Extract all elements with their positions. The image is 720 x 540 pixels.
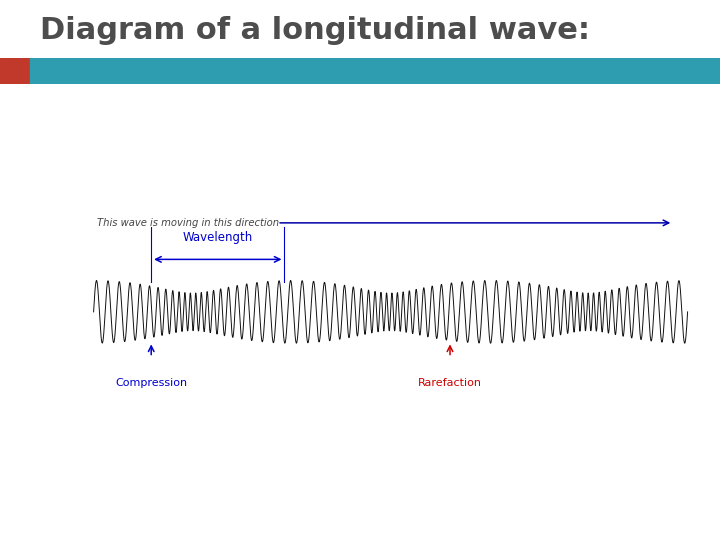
- Text: Rarefaction: Rarefaction: [418, 378, 482, 388]
- Text: Wavelength: Wavelength: [183, 231, 253, 244]
- Bar: [0, 58, 30, 84]
- Text: This wave is moving in this direction: This wave is moving in this direction: [97, 218, 279, 228]
- Text: Diagram of a longitudinal wave:: Diagram of a longitudinal wave:: [40, 16, 590, 45]
- Text: Compression: Compression: [115, 378, 187, 388]
